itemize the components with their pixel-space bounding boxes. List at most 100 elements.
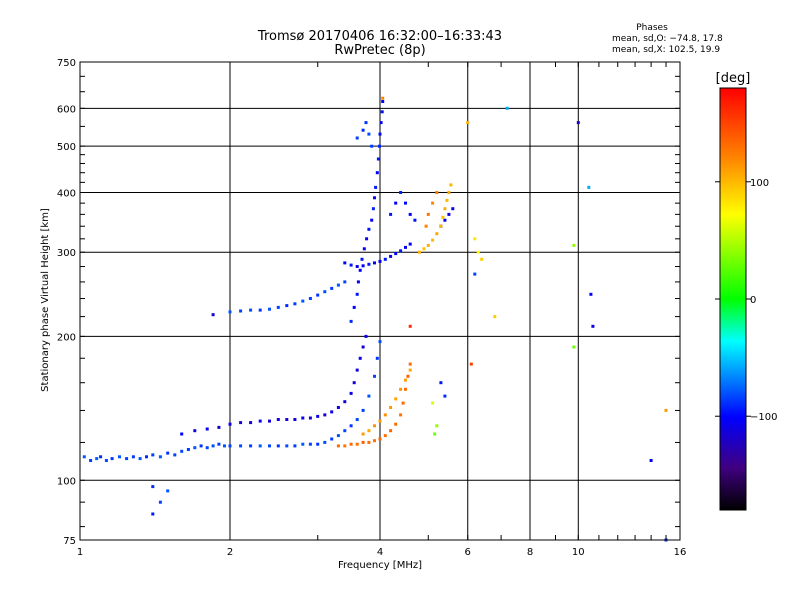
- data-point: [435, 232, 439, 236]
- data-point: [308, 297, 312, 300]
- data-point: [591, 324, 595, 328]
- data-point: [473, 237, 477, 241]
- data-point: [276, 444, 280, 448]
- x-tick-label: 16: [674, 547, 687, 558]
- data-point: [370, 218, 374, 222]
- data-point: [239, 309, 243, 313]
- data-point: [431, 201, 435, 205]
- colorbar: [719, 87, 747, 511]
- data-point: [343, 280, 347, 284]
- x-tick-label: 4: [377, 547, 383, 558]
- stats-heading: Phases: [636, 23, 668, 33]
- data-point: [380, 110, 384, 114]
- data-point: [99, 455, 103, 459]
- data-point: [378, 144, 381, 148]
- data-point: [572, 243, 576, 247]
- data-point: [228, 310, 232, 314]
- data-point: [408, 362, 412, 366]
- data-point: [394, 422, 398, 426]
- data-point: [422, 247, 426, 251]
- y-tick-label: 750: [57, 58, 76, 69]
- data-point: [378, 437, 382, 441]
- data-point: [367, 262, 371, 266]
- data-point: [343, 400, 347, 404]
- data-point: [370, 144, 374, 148]
- data-point: [399, 387, 403, 391]
- y-tick-label: 200: [57, 332, 76, 343]
- data-point: [399, 413, 403, 417]
- data-point: [217, 425, 221, 429]
- data-point: [316, 414, 320, 418]
- data-point: [476, 250, 480, 254]
- data-point: [268, 444, 271, 448]
- data-point: [406, 374, 410, 378]
- data-point: [572, 345, 576, 349]
- data-point: [383, 413, 387, 417]
- data-point: [239, 421, 243, 425]
- data-point: [358, 356, 362, 360]
- data-point: [435, 191, 439, 194]
- data-point: [426, 212, 430, 216]
- grid-lines: [79, 62, 681, 540]
- x-tick-label: 6: [465, 547, 471, 558]
- data-point: [349, 391, 353, 395]
- data-point: [413, 218, 417, 222]
- data-point: [418, 250, 421, 254]
- data-point: [389, 429, 393, 433]
- data-point: [361, 128, 365, 132]
- data-point: [365, 237, 369, 241]
- data-point: [361, 408, 365, 412]
- data-point: [358, 268, 362, 272]
- y-tick-label: 100: [57, 476, 76, 487]
- data-point: [180, 432, 184, 436]
- data-point: [373, 424, 376, 428]
- data-point: [249, 444, 253, 448]
- data-point: [205, 427, 209, 431]
- data-point: [394, 252, 398, 256]
- data-point: [439, 224, 443, 228]
- data-point: [431, 401, 435, 405]
- data-point: [435, 424, 439, 428]
- y-tick-label: 500: [57, 142, 76, 153]
- colorbar-tick-label: 100: [750, 178, 769, 189]
- data-point: [89, 459, 93, 462]
- data-point: [104, 459, 108, 462]
- data-point: [587, 185, 591, 189]
- data-point: [443, 207, 447, 211]
- data-point: [356, 280, 360, 284]
- data-point: [394, 397, 398, 401]
- data-point: [145, 455, 148, 459]
- data-point: [180, 449, 184, 453]
- data-point: [355, 368, 359, 372]
- data-point: [336, 283, 340, 287]
- data-point: [361, 345, 365, 349]
- data-point: [379, 121, 383, 125]
- y-tick-label: 75: [63, 536, 76, 547]
- chart-title-line1: Tromsø 20170406 16:32:00–16:33:43: [257, 29, 502, 44]
- data-point: [258, 308, 262, 312]
- data-point: [451, 207, 455, 211]
- data-point: [349, 442, 353, 446]
- data-point: [383, 257, 387, 261]
- data-point: [330, 437, 334, 441]
- data-point: [424, 224, 428, 228]
- stats-line-o: mean, sd,O: −74.8, 17.8: [612, 34, 723, 44]
- data-point: [401, 401, 405, 405]
- data-point: [361, 432, 365, 436]
- data-point: [352, 381, 356, 385]
- data-points: [82, 96, 668, 542]
- data-point: [211, 444, 215, 448]
- data-point: [371, 207, 375, 211]
- data-point: [466, 121, 470, 125]
- data-point: [447, 191, 451, 194]
- data-point: [301, 299, 305, 303]
- data-point: [389, 254, 393, 258]
- data-point: [330, 286, 334, 290]
- data-point: [449, 183, 453, 187]
- data-point: [110, 457, 114, 461]
- data-point: [349, 319, 353, 323]
- data-point: [199, 444, 203, 448]
- data-point: [443, 394, 447, 398]
- colorbar-tick-label: 0: [750, 295, 756, 306]
- data-point: [323, 440, 327, 444]
